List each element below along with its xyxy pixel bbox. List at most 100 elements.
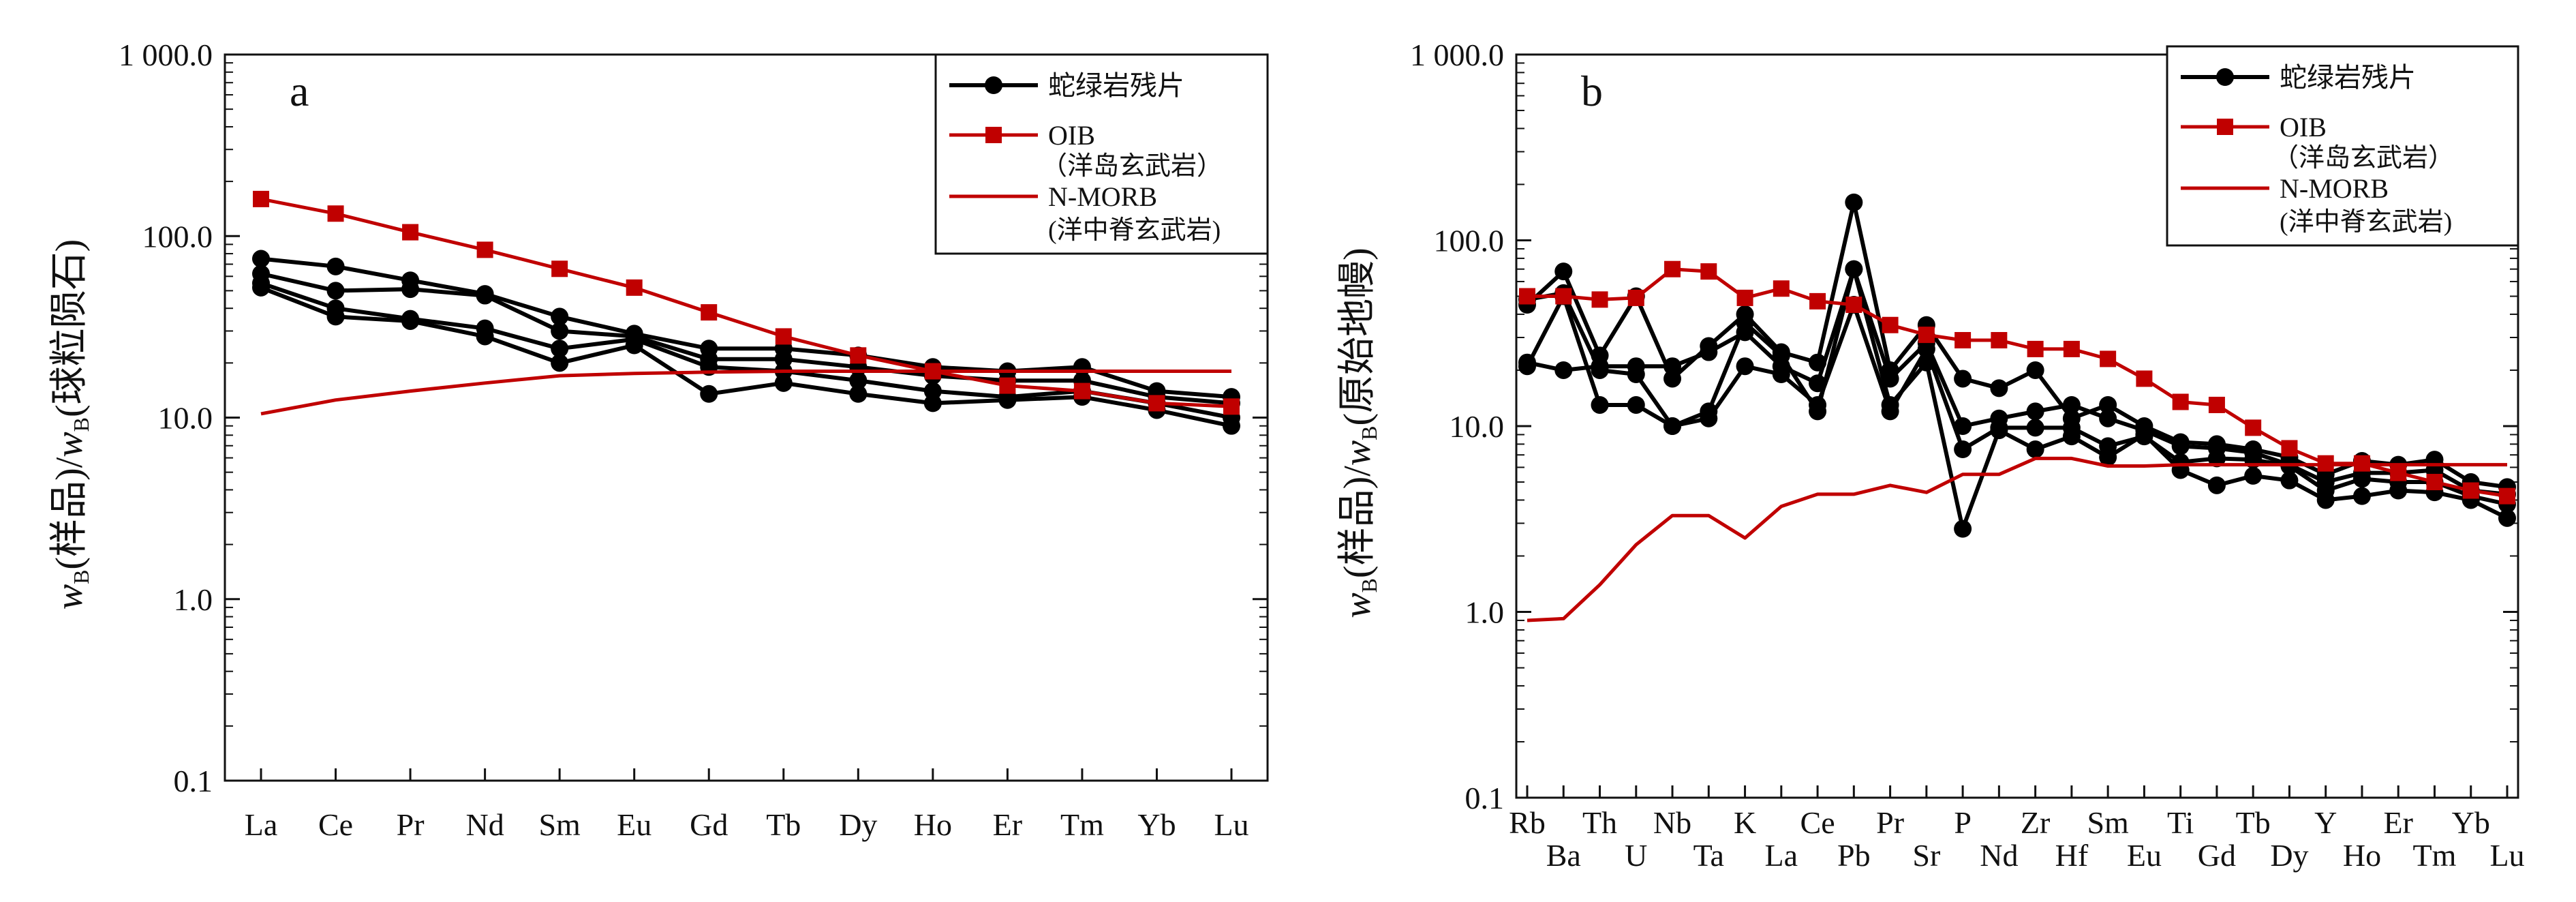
oib-point <box>2136 370 2153 387</box>
x-tick-label: Lu <box>1214 807 1248 842</box>
x-tick-label: Pr <box>397 807 425 842</box>
x-tick-label: Ho <box>914 807 952 842</box>
legend-oib-marker <box>985 127 1002 143</box>
sample-point <box>774 374 793 392</box>
sample-point <box>401 280 420 299</box>
x-tick-label: Dy <box>2270 838 2308 873</box>
legend-label-nmorb: N-MORB <box>2280 173 2389 204</box>
sample-point <box>923 382 942 400</box>
y-axis-title-part: w <box>48 584 91 610</box>
x-tick-label: Nd <box>1980 838 2018 873</box>
legend: 蛇绿岩残片 OIB（洋岛玄武岩）N-MORB (洋中脊玄武岩) <box>934 53 1269 255</box>
x-tick-label: Sr <box>1912 838 1940 873</box>
y-axis-title-part: (样品)/ <box>48 457 91 569</box>
sample-point <box>1663 357 1682 376</box>
sample-point <box>1990 421 2008 440</box>
sample-point <box>1881 395 1899 414</box>
sample-point <box>1223 417 1240 435</box>
sample-series-line <box>260 286 1232 428</box>
sample-point <box>2026 440 2044 459</box>
oib-point <box>2063 340 2080 357</box>
sample-point <box>625 336 643 355</box>
oib-point <box>1148 395 1165 412</box>
oib-point <box>2027 340 2044 357</box>
oib-point <box>402 224 419 241</box>
x-tick-label: Tb <box>2236 805 2271 840</box>
sample-series-line <box>260 271 1232 406</box>
x-tick-label: Rb <box>1509 805 1546 840</box>
x-tick-label: Ti <box>2167 805 2194 840</box>
sample-point <box>2389 481 2408 500</box>
legend-label-serpentinite: 蛇绿岩残片 <box>2280 62 2416 93</box>
oib-point <box>2100 350 2117 367</box>
y-tick-label: 0.1 <box>174 764 213 798</box>
x-tick-label: Er <box>993 807 1022 842</box>
sample-point <box>476 327 494 346</box>
x-tick-label: Yb <box>1137 807 1176 842</box>
nmorb-series-line <box>1527 456 2507 622</box>
legend-oib-marker <box>2217 119 2233 135</box>
sample-series-line <box>260 281 1232 420</box>
sample-point <box>1809 402 1827 421</box>
sample-point <box>2062 427 2081 446</box>
sample-point <box>2062 395 2081 414</box>
sample-point <box>1917 353 1935 372</box>
sample-point <box>2171 437 2190 455</box>
y-axis-title-part: w <box>1336 440 1379 466</box>
oib-point <box>1991 331 2008 348</box>
oib-point <box>1555 288 1572 305</box>
sample-point <box>2352 470 2371 488</box>
oib-point <box>327 205 344 222</box>
sample-point <box>2244 466 2263 485</box>
oib-point <box>1809 292 1826 310</box>
oib-point <box>2462 482 2479 499</box>
sample-point <box>1772 346 1790 365</box>
x-tick-label: Dy <box>839 807 877 842</box>
y-tick-label: 100.0 <box>1434 224 1505 258</box>
sample-point <box>2207 476 2226 494</box>
sample-point <box>551 307 569 326</box>
sample-point <box>1954 417 1972 435</box>
x-tick-label: Pb <box>1837 838 1871 873</box>
sample-point <box>252 278 270 297</box>
oib-point <box>1736 289 1753 306</box>
oib-point <box>551 260 568 277</box>
oib-point <box>2390 464 2407 481</box>
sample-point <box>1700 402 1718 421</box>
legend-label-nmorb-cn: (洋中脊玄武岩) <box>1048 216 1221 245</box>
sample-series-line <box>1527 267 2509 531</box>
y-axis-title-part: B <box>1357 578 1381 592</box>
legend-label-oib: OIB <box>2280 112 2327 142</box>
x-tick-label: Ce <box>1800 805 1835 840</box>
x-tick-label: Lu <box>2489 838 2524 873</box>
x-tick-label: Ho <box>2343 838 2381 873</box>
oib-point <box>850 347 867 364</box>
sample-point <box>1736 357 1754 376</box>
sample-point <box>1627 365 1645 384</box>
sample-point <box>2135 425 2153 444</box>
y-tick-label: 10.0 <box>158 401 213 436</box>
y-tick-label: 100.0 <box>142 219 213 254</box>
y-axis-title-part: B <box>69 417 93 432</box>
sample-point <box>1554 262 1573 281</box>
x-tick-label: Yb <box>2452 805 2490 840</box>
oib-point <box>701 304 718 321</box>
y-axis-title-part: (原始地幔) <box>1336 247 1379 425</box>
panel-letter: b <box>1581 67 1603 115</box>
legend-label-nmorb: N-MORB <box>1048 181 1157 212</box>
sample-point <box>1518 357 1536 376</box>
sample-point <box>700 385 718 403</box>
chart-panel-a: 0.1 1.0 10.0 100.0 1 000.0 La Ce Pr Nd Sm Eu Gd Tb Dy… <box>48 37 1269 842</box>
sample-point <box>1845 193 1863 211</box>
sample-point <box>774 350 793 368</box>
nmorb-series-line <box>260 370 1231 416</box>
y-axis-title: wB(样品)/wB(球粒陨石) <box>48 239 93 610</box>
x-tick-label: Tm <box>2413 838 2457 873</box>
oib-point <box>1773 280 1790 297</box>
oib-point <box>1519 288 1535 305</box>
sample-point <box>998 391 1017 409</box>
oib-point <box>253 190 269 207</box>
x-tick-label: Th <box>1582 805 1617 840</box>
y-tick-label: 1 000.0 <box>1410 37 1504 72</box>
